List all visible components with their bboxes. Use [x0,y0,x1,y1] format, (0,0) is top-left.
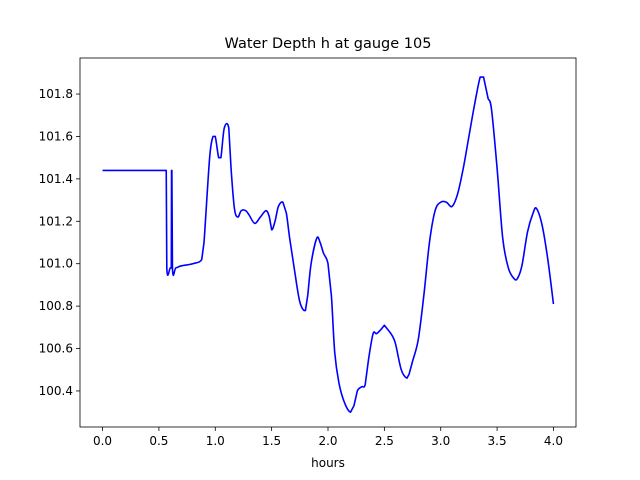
x-tick-label: 1.5 [262,434,281,448]
x-tick-label: 0.5 [149,434,168,448]
x-tick-label: 3.0 [431,434,450,448]
x-tick-label: 1.0 [206,434,225,448]
x-axis: 0.0 0.5 1.0 1.5 2.0 2.5 3.0 3.5 4.0 [93,427,563,448]
y-tick-label: 101.2 [39,214,73,228]
y-tick-label: 101.4 [39,172,73,186]
x-tick-label: 0.0 [93,434,112,448]
series-line-0 [102,76,555,413]
x-tick-label: 3.5 [488,434,507,448]
x-tick-label: 2.0 [318,434,337,448]
x-tick-label: 4.0 [544,434,563,448]
x-axis-label: hours [311,456,345,470]
chart-title: Water Depth h at gauge 105 [225,36,432,52]
y-axis: 100.4 100.6 100.8 101.0 101.2 101.4 101.6 101.8 [39,87,80,398]
y-tick-label: 101.0 [39,257,73,271]
y-tick-label: 101.6 [39,129,73,143]
y-tick-label: 100.8 [39,299,73,313]
y-tick-label: 100.4 [39,384,73,398]
y-tick-label: 100.6 [39,342,73,356]
x-tick-label: 2.5 [375,434,394,448]
y-tick-label: 101.8 [39,87,73,101]
